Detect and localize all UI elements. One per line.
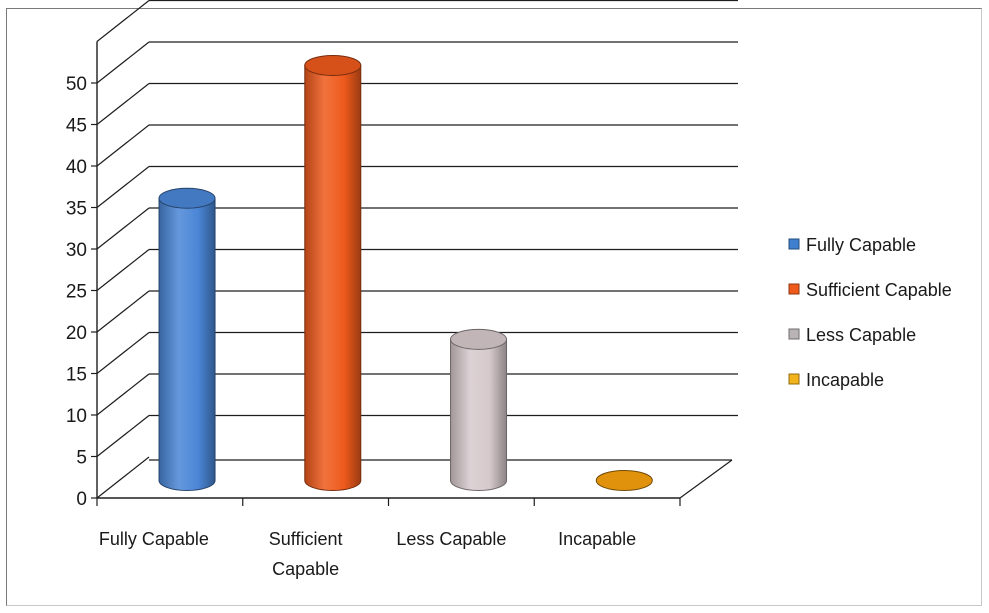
side-wall-line	[96, 249, 150, 291]
x-tick-label: Capable	[272, 559, 339, 579]
side-wall-line	[96, 290, 150, 333]
bar-body	[450, 338, 508, 491]
y-tick-label: 45	[66, 116, 87, 137]
legend-item: Fully Capable	[788, 235, 916, 255]
bar	[304, 54, 362, 491]
legend-swatch	[788, 238, 800, 250]
bar-top	[450, 328, 508, 350]
side-wall-line	[96, 0, 150, 42]
bar-top	[304, 54, 362, 76]
y-tick-label: 10	[66, 406, 87, 427]
y-tick-label: 20	[66, 323, 87, 344]
side-wall-line	[96, 456, 150, 499]
legend-label: Sufficient Capable	[806, 280, 952, 300]
legend-swatch	[788, 328, 800, 340]
side-wall-line	[96, 166, 150, 208]
x-tick-label: Fully Capable	[99, 529, 209, 549]
x-tick-label: Incapable	[558, 529, 636, 549]
bar	[450, 328, 508, 491]
legend-item: Less Capable	[788, 325, 916, 345]
side-wall-line	[96, 83, 150, 125]
side-wall-line	[96, 124, 150, 167]
y-tick-label: 35	[66, 199, 87, 220]
side-wall-line	[96, 41, 150, 84]
legend-item: Sufficient Capable	[788, 280, 952, 300]
bar-body	[158, 197, 216, 491]
side-wall-line	[96, 207, 150, 250]
side-wall-line	[96, 332, 150, 374]
y-tick-label: 50	[66, 74, 87, 95]
y-tick-label: 25	[66, 282, 87, 303]
floor-right-edge	[679, 459, 733, 499]
bar-top	[158, 187, 216, 209]
y-tick-label: 5	[76, 448, 87, 469]
gridlines	[96, 0, 738, 499]
y-tick-label: 30	[66, 240, 87, 261]
legend-item: Incapable	[788, 370, 884, 390]
bar-body	[304, 64, 362, 491]
legend-swatch	[788, 283, 800, 295]
bar-top	[595, 469, 653, 491]
axes: 0 5 10 15 20 25 30 35 40 45 50 Fully Capable Suffici…	[66, 41, 733, 579]
x-tick-label: Less Capable	[396, 529, 506, 549]
legend-swatch	[788, 373, 800, 385]
y-tick-label: 0	[76, 489, 87, 510]
side-wall-line	[96, 415, 150, 457]
legend: Fully Capable Sufficient Capable Less Capa…	[788, 235, 952, 390]
y-tick-label: 40	[66, 157, 87, 178]
legend-label: Fully Capable	[806, 235, 916, 255]
y-tick-label: 15	[66, 365, 87, 386]
legend-label: Incapable	[806, 370, 884, 390]
legend-label: Less Capable	[806, 325, 916, 345]
side-wall-line	[96, 373, 150, 416]
bar	[595, 469, 653, 491]
bars	[158, 54, 653, 491]
bar	[158, 187, 216, 491]
x-tick-label: Sufficient	[269, 529, 343, 549]
